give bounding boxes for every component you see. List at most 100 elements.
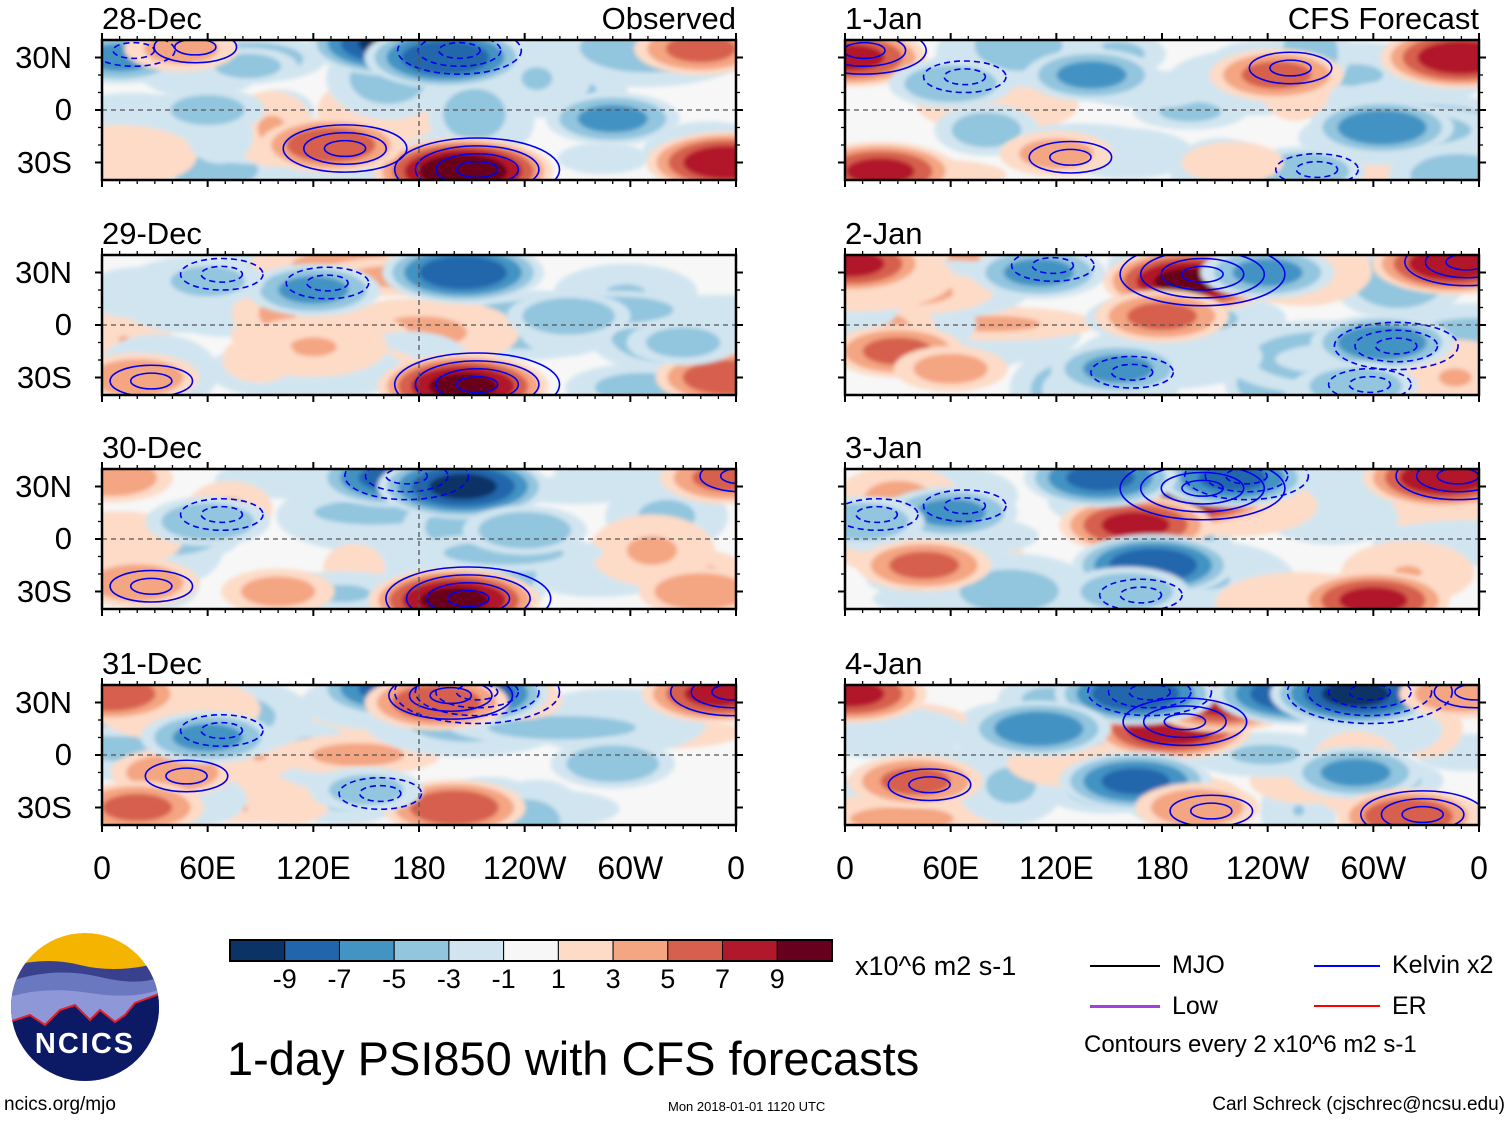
contour-line bbox=[1189, 802, 1233, 820]
contour-line bbox=[129, 577, 173, 595]
contour-line bbox=[1163, 713, 1207, 731]
anomaly-level bbox=[429, 373, 497, 395]
anomaly-level bbox=[278, 276, 349, 304]
y-tick-label: 30S bbox=[16, 573, 72, 609]
anomaly-level bbox=[102, 359, 184, 395]
contour-line bbox=[1142, 705, 1227, 739]
contour-line bbox=[338, 776, 423, 811]
anomaly-level bbox=[845, 255, 885, 277]
contour-line bbox=[1327, 367, 1412, 395]
axis-ticks bbox=[95, 248, 743, 402]
y-tick-label: 30N bbox=[15, 254, 72, 290]
contour-line bbox=[1183, 469, 1310, 501]
contour-line bbox=[285, 266, 370, 300]
contour-line bbox=[1348, 685, 1392, 701]
contour-line bbox=[711, 685, 736, 701]
y-tick-label: 30N bbox=[15, 684, 72, 720]
y-tick-label: 30N bbox=[15, 39, 72, 75]
colorbar-label: 7 bbox=[715, 964, 731, 994]
contour-line bbox=[1424, 255, 1479, 279]
anomaly-level bbox=[401, 40, 490, 75]
contour-line bbox=[690, 685, 736, 709]
units-label: x10^6 m2 s-1 bbox=[855, 951, 1017, 981]
anomaly-level bbox=[1056, 61, 1127, 89]
anomaly-level bbox=[683, 145, 736, 180]
contour-line bbox=[719, 469, 736, 485]
colorbar-swatch bbox=[448, 939, 505, 962]
legend-kelvin-label: Kelvin x2 bbox=[1392, 951, 1494, 979]
contour-line bbox=[1401, 805, 1445, 824]
kelvin-contours bbox=[109, 257, 561, 395]
y-tick-label: 0 bbox=[54, 92, 72, 127]
colorbar-label: -3 bbox=[436, 964, 461, 994]
legend-er-label: ER bbox=[1392, 992, 1427, 1020]
anomaly-patch bbox=[254, 469, 323, 489]
anomaly-patch bbox=[290, 337, 337, 357]
contour-line bbox=[1128, 685, 1172, 701]
contour-line bbox=[1327, 685, 1412, 709]
anomaly-level bbox=[419, 255, 507, 290]
contour-line bbox=[1181, 265, 1224, 283]
anomaly-level bbox=[1241, 61, 1312, 89]
contour-line bbox=[1248, 51, 1333, 85]
panel-date: 1-Jan bbox=[845, 1, 923, 36]
colorbar bbox=[229, 939, 833, 962]
contour-note: Contours every 2 x10^6 m2 s-1 bbox=[1084, 1031, 1417, 1058]
contour-line bbox=[102, 40, 176, 68]
panel-date: 29-Dec bbox=[102, 216, 202, 251]
y-tick-label: 30N bbox=[15, 468, 72, 504]
psi-field bbox=[102, 255, 736, 395]
anomaly-level bbox=[692, 469, 736, 492]
contour-line bbox=[435, 685, 520, 709]
colorbar-label: 5 bbox=[660, 964, 676, 994]
anomaly-level bbox=[915, 498, 986, 527]
map-panel-3-Jan bbox=[838, 462, 1486, 616]
x-tick-label: 180 bbox=[1135, 850, 1189, 886]
anomaly-level bbox=[994, 711, 1084, 747]
contour-line bbox=[129, 372, 173, 390]
contour-line bbox=[388, 685, 514, 720]
contour-line bbox=[1454, 685, 1479, 701]
contour-line bbox=[1395, 469, 1479, 501]
colorbar-swatch bbox=[338, 939, 395, 962]
contour-line bbox=[200, 505, 244, 524]
contour-line bbox=[943, 497, 987, 515]
anomaly-level bbox=[286, 127, 376, 163]
contour-line bbox=[845, 497, 919, 532]
contour-line bbox=[179, 713, 264, 748]
anomaly-patch bbox=[214, 53, 282, 79]
colorbar-swatch bbox=[229, 939, 286, 962]
axis-ticks bbox=[95, 678, 743, 832]
contour-line bbox=[1380, 797, 1465, 825]
contour-line bbox=[153, 40, 238, 64]
anomaly-level bbox=[102, 469, 158, 497]
contour-line bbox=[358, 784, 402, 803]
contour-line bbox=[200, 265, 244, 283]
contour-line bbox=[364, 469, 449, 493]
contour-line bbox=[446, 589, 490, 608]
contour-line bbox=[845, 40, 907, 68]
ncics-logo: NCICS bbox=[11, 933, 159, 1081]
colorbar-label: -9 bbox=[272, 964, 297, 994]
contour-line bbox=[282, 124, 408, 173]
x-tick-label: 0 bbox=[727, 850, 745, 886]
contour-line bbox=[109, 364, 194, 395]
contour-line bbox=[417, 40, 502, 68]
anomaly-patch bbox=[1230, 744, 1301, 765]
anomaly-level bbox=[1408, 255, 1479, 281]
anomaly-patch bbox=[959, 569, 1059, 609]
contour-line bbox=[1160, 471, 1245, 505]
contour-line bbox=[943, 68, 987, 86]
anomaly-patch bbox=[951, 112, 1022, 148]
anomaly-level bbox=[1232, 258, 1303, 287]
anomaly-level bbox=[845, 685, 885, 707]
axis-ticks bbox=[95, 462, 743, 616]
colorbar-label: -5 bbox=[382, 964, 407, 994]
legend-low-line bbox=[1090, 1005, 1160, 1008]
anomaly-patch bbox=[626, 536, 678, 565]
map-panel-2-Jan bbox=[838, 248, 1486, 402]
contour-line bbox=[396, 40, 523, 75]
credit: Carl Schreck (cjschrec@ncsu.edu) bbox=[1212, 1094, 1505, 1115]
x-tick-label: 0 bbox=[1470, 850, 1488, 886]
